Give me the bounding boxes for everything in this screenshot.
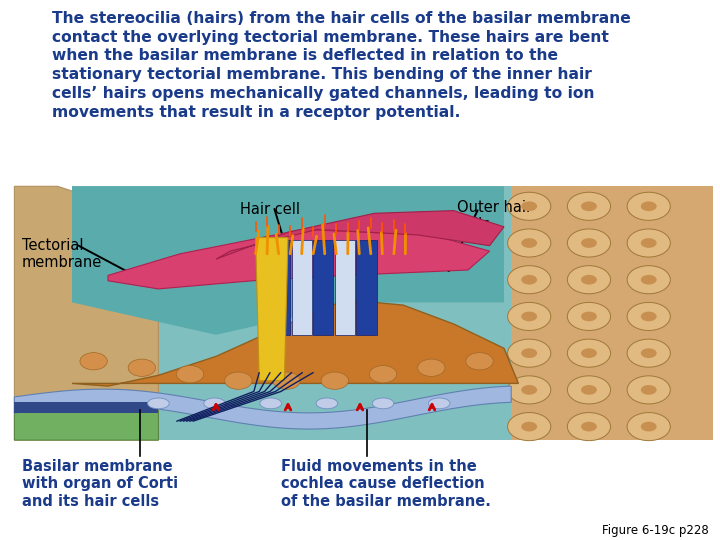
- Ellipse shape: [466, 353, 493, 370]
- Ellipse shape: [641, 201, 657, 211]
- Ellipse shape: [581, 348, 597, 358]
- Ellipse shape: [627, 266, 670, 294]
- Ellipse shape: [641, 275, 657, 285]
- Bar: [335, 240, 355, 335]
- Ellipse shape: [508, 266, 551, 294]
- Ellipse shape: [521, 422, 537, 431]
- Text: Hair cell: Hair cell: [240, 202, 300, 218]
- Text: Fluid movements in the
cochlea cause deflection
of the basilar membrane.: Fluid movements in the cochlea cause def…: [281, 459, 490, 509]
- Ellipse shape: [627, 413, 670, 441]
- Ellipse shape: [148, 398, 169, 409]
- Ellipse shape: [321, 372, 348, 389]
- Bar: [313, 240, 333, 335]
- Polygon shape: [72, 186, 504, 335]
- Text: Outer hair
cells: Outer hair cells: [457, 200, 532, 232]
- Ellipse shape: [581, 385, 597, 395]
- Ellipse shape: [204, 398, 225, 409]
- Ellipse shape: [508, 339, 551, 367]
- Ellipse shape: [581, 238, 597, 248]
- Polygon shape: [14, 186, 158, 440]
- Ellipse shape: [567, 192, 611, 220]
- Ellipse shape: [508, 229, 551, 257]
- Ellipse shape: [567, 376, 611, 404]
- Ellipse shape: [641, 312, 657, 321]
- Ellipse shape: [521, 201, 537, 211]
- Ellipse shape: [581, 422, 597, 431]
- Polygon shape: [14, 386, 511, 429]
- Ellipse shape: [521, 275, 537, 285]
- Ellipse shape: [627, 302, 670, 330]
- Ellipse shape: [567, 339, 611, 367]
- Polygon shape: [511, 186, 713, 440]
- Polygon shape: [72, 186, 713, 440]
- Ellipse shape: [260, 398, 282, 409]
- Ellipse shape: [641, 422, 657, 431]
- Ellipse shape: [641, 238, 657, 248]
- Ellipse shape: [316, 398, 338, 409]
- Ellipse shape: [641, 348, 657, 358]
- Ellipse shape: [627, 339, 670, 367]
- Ellipse shape: [567, 302, 611, 330]
- Ellipse shape: [508, 413, 551, 441]
- Ellipse shape: [581, 312, 597, 321]
- Ellipse shape: [567, 266, 611, 294]
- Ellipse shape: [128, 359, 156, 376]
- Ellipse shape: [521, 385, 537, 395]
- Ellipse shape: [508, 302, 551, 330]
- Ellipse shape: [372, 398, 394, 409]
- Ellipse shape: [627, 192, 670, 220]
- Bar: [292, 240, 312, 335]
- Ellipse shape: [508, 192, 551, 220]
- Text: The stereocilia (hairs) from the hair cells of the basilar membrane
contact the : The stereocilia (hairs) from the hair ce…: [52, 11, 631, 120]
- Polygon shape: [256, 238, 288, 381]
- Ellipse shape: [581, 201, 597, 211]
- Ellipse shape: [418, 359, 445, 376]
- Text: Basilar membrane
with organ of Corti
and its hair cells: Basilar membrane with organ of Corti and…: [22, 459, 178, 509]
- Bar: [270, 240, 290, 335]
- Ellipse shape: [521, 312, 537, 321]
- Ellipse shape: [508, 376, 551, 404]
- Ellipse shape: [567, 413, 611, 441]
- Ellipse shape: [521, 238, 537, 248]
- Ellipse shape: [225, 372, 252, 389]
- Text: Tectorial
membrane: Tectorial membrane: [22, 238, 102, 270]
- Ellipse shape: [428, 398, 450, 409]
- Ellipse shape: [273, 372, 300, 389]
- Polygon shape: [108, 230, 490, 289]
- Ellipse shape: [627, 376, 670, 404]
- Polygon shape: [14, 400, 158, 440]
- Ellipse shape: [567, 229, 611, 257]
- Polygon shape: [216, 211, 504, 259]
- Ellipse shape: [369, 366, 397, 383]
- Polygon shape: [14, 402, 158, 413]
- Ellipse shape: [641, 385, 657, 395]
- Ellipse shape: [176, 366, 204, 383]
- Bar: [356, 240, 377, 335]
- Ellipse shape: [627, 229, 670, 257]
- Ellipse shape: [80, 353, 107, 370]
- Ellipse shape: [521, 348, 537, 358]
- Ellipse shape: [581, 275, 597, 285]
- Polygon shape: [72, 300, 518, 386]
- Text: Figure 6-19c p228: Figure 6-19c p228: [603, 524, 709, 537]
